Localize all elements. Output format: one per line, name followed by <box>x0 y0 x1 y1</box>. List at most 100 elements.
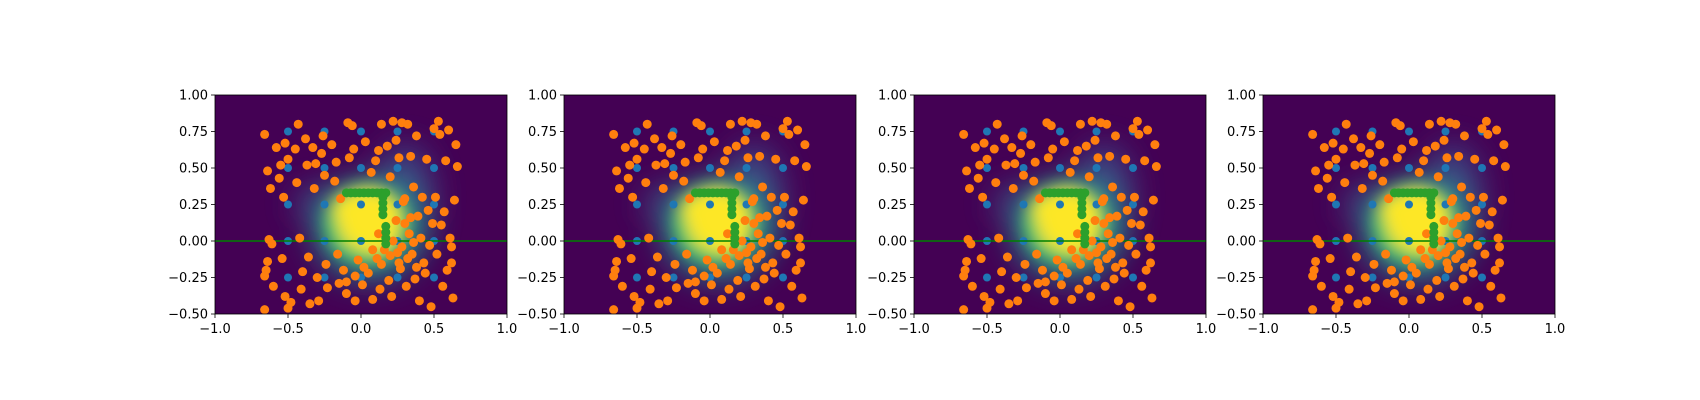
orange-point <box>1084 172 1094 182</box>
orange-point <box>1058 262 1068 272</box>
orange-point <box>769 268 779 278</box>
series-green <box>690 188 740 249</box>
orange-point <box>397 242 407 252</box>
orange-point <box>1115 233 1125 243</box>
orange-point <box>331 157 341 167</box>
y-tick-label: −0.25 <box>867 271 907 286</box>
orange-point <box>693 153 703 163</box>
orange-point <box>1448 194 1458 204</box>
orange-point <box>793 125 803 135</box>
orange-point <box>991 178 1001 188</box>
orange-point <box>400 218 410 228</box>
orange-point <box>336 194 346 204</box>
blue-point <box>633 200 641 209</box>
orange-point <box>1035 194 1045 204</box>
orange-point <box>376 119 386 129</box>
orange-point <box>447 258 457 268</box>
orange-point <box>1467 258 1477 268</box>
orange-point <box>978 192 988 202</box>
orange-point <box>706 280 716 290</box>
orange-point <box>296 284 306 294</box>
orange-point <box>1395 121 1405 131</box>
blue-point <box>430 273 438 282</box>
orange-point <box>1328 138 1338 148</box>
y-tick-label: 0.00 <box>1227 235 1256 250</box>
orange-point <box>425 240 435 250</box>
orange-point <box>1033 278 1043 288</box>
orange-point <box>1090 135 1100 145</box>
orange-point <box>271 143 281 153</box>
orange-point <box>639 144 649 154</box>
orange-point <box>1138 207 1148 217</box>
x-tick-label: 0.0 <box>351 322 372 337</box>
orange-point <box>422 154 432 164</box>
orange-point <box>347 121 357 131</box>
orange-point <box>403 254 413 264</box>
orange-point <box>1102 254 1112 264</box>
blue-point <box>1332 200 1340 209</box>
orange-point <box>1452 229 1462 239</box>
y-tick-label: 0.50 <box>878 162 907 177</box>
orange-point <box>699 296 709 306</box>
orange-point <box>1032 249 1042 259</box>
orange-point <box>1368 170 1377 180</box>
orange-point <box>303 252 313 262</box>
orange-point <box>1125 302 1135 312</box>
y-tick-label: 0.50 <box>1227 162 1256 177</box>
blue-point <box>1056 200 1064 209</box>
blue-point <box>320 164 329 172</box>
orange-point <box>1100 281 1110 291</box>
blue-point <box>1129 200 1137 209</box>
orange-point <box>1010 159 1020 169</box>
orange-point <box>1004 299 1014 309</box>
orange-point <box>1081 141 1091 151</box>
series-orange <box>1308 116 1510 315</box>
orange-point <box>292 178 302 188</box>
orange-point <box>375 284 385 294</box>
orange-point <box>317 148 327 158</box>
orange-point <box>295 233 305 243</box>
orange-point <box>642 119 652 129</box>
orange-point <box>1489 156 1499 166</box>
orange-point <box>752 119 762 129</box>
orange-point <box>724 284 734 294</box>
orange-point <box>1143 125 1153 135</box>
orange-point <box>625 160 635 170</box>
orange-point <box>1029 176 1039 186</box>
blue-point <box>779 200 787 209</box>
orange-point <box>420 268 430 278</box>
orange-point <box>1132 116 1142 126</box>
orange-point <box>1448 218 1458 228</box>
orange-point <box>1083 275 1093 285</box>
orange-point <box>441 156 451 166</box>
orange-point <box>382 141 392 151</box>
y-tick-label: 0.25 <box>528 198 557 213</box>
orange-point <box>1099 194 1109 204</box>
y-tick-label: 1.00 <box>528 89 557 104</box>
green-point <box>727 210 737 220</box>
orange-point <box>1046 121 1056 131</box>
orange-point <box>1020 259 1030 269</box>
y-tick-label: −0.50 <box>1216 308 1256 323</box>
orange-point <box>1116 192 1126 202</box>
orange-point <box>1013 296 1023 306</box>
blue-point <box>284 164 292 172</box>
y-tick-label: 0.50 <box>528 162 557 177</box>
orange-point <box>717 245 727 255</box>
orange-point <box>279 192 289 202</box>
orange-point <box>1048 144 1058 154</box>
orange-point <box>1127 218 1137 228</box>
orange-point <box>438 281 448 291</box>
orange-point <box>1073 229 1083 239</box>
orange-point <box>1462 296 1472 306</box>
orange-point <box>1087 236 1097 246</box>
y-tick-label: 1.00 <box>1227 89 1256 104</box>
orange-point <box>430 192 440 202</box>
orange-point <box>1422 229 1432 239</box>
orange-point <box>1325 254 1335 264</box>
blue-point <box>284 127 292 136</box>
orange-point <box>391 216 401 226</box>
orange-point <box>1398 271 1408 281</box>
orange-point <box>280 291 290 301</box>
orange-point <box>330 176 340 186</box>
